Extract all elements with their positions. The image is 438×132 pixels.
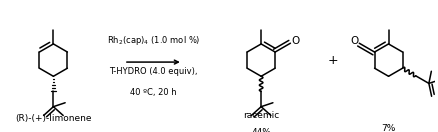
Text: +: + <box>327 54 337 67</box>
Text: 40 ºC, 20 h: 40 ºC, 20 h <box>130 88 176 97</box>
Text: (R)-(+)-limonene: (R)-(+)-limonene <box>15 114 92 123</box>
Text: 7%: 7% <box>381 124 395 132</box>
Text: racemic: racemic <box>243 111 279 120</box>
Text: 44%: 44% <box>251 128 271 132</box>
Text: O: O <box>350 36 358 46</box>
Text: T-HYDRO (4.0 equiv),: T-HYDRO (4.0 equiv), <box>109 67 197 76</box>
Text: Rh$_2$(cap)$_4$ (1.0 mol %): Rh$_2$(cap)$_4$ (1.0 mol %) <box>106 34 200 47</box>
Text: O: O <box>290 36 299 46</box>
